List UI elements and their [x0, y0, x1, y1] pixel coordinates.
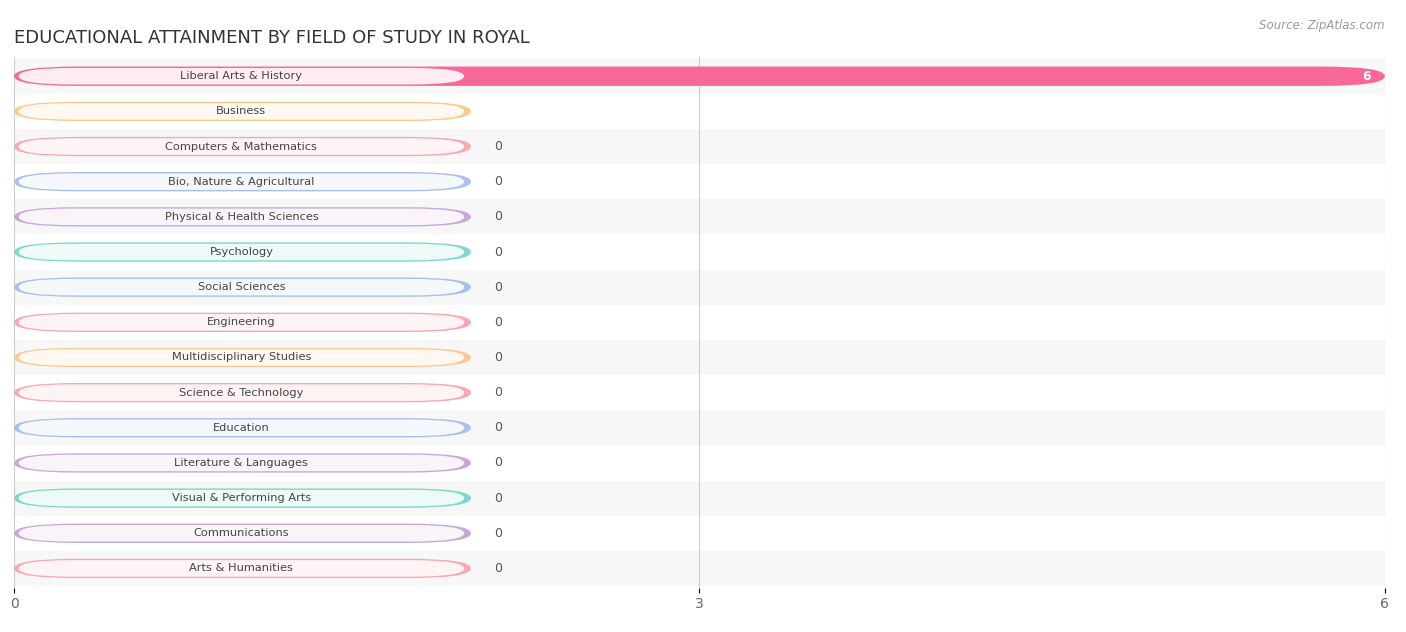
FancyBboxPatch shape [18, 454, 464, 471]
Bar [14, 340, 1385, 375]
Bar [14, 164, 1385, 199]
FancyBboxPatch shape [14, 102, 471, 121]
FancyBboxPatch shape [14, 489, 471, 507]
Bar [14, 199, 1385, 234]
FancyBboxPatch shape [18, 384, 464, 401]
FancyBboxPatch shape [14, 277, 471, 297]
FancyBboxPatch shape [14, 453, 471, 473]
FancyBboxPatch shape [18, 560, 464, 576]
Text: 0: 0 [494, 210, 502, 223]
Text: Liberal Arts & History: Liberal Arts & History [180, 71, 302, 82]
Text: 0: 0 [494, 386, 502, 399]
Text: Social Sciences: Social Sciences [198, 282, 285, 292]
FancyBboxPatch shape [14, 523, 471, 543]
Bar [14, 410, 1385, 446]
FancyBboxPatch shape [18, 349, 464, 366]
FancyBboxPatch shape [18, 490, 464, 506]
Text: 0: 0 [494, 526, 502, 540]
Text: 0: 0 [494, 456, 502, 470]
FancyBboxPatch shape [18, 279, 464, 295]
Text: 6: 6 [1362, 70, 1371, 83]
FancyBboxPatch shape [18, 138, 464, 155]
FancyBboxPatch shape [18, 68, 464, 85]
Text: Arts & Humanities: Arts & Humanities [190, 563, 294, 573]
Text: Science & Technology: Science & Technology [179, 387, 304, 398]
FancyBboxPatch shape [14, 207, 471, 226]
Bar [14, 59, 1385, 94]
Text: Multidisciplinary Studies: Multidisciplinary Studies [172, 353, 311, 363]
Text: Literature & Languages: Literature & Languages [174, 458, 308, 468]
Text: EDUCATIONAL ATTAINMENT BY FIELD OF STUDY IN ROYAL: EDUCATIONAL ATTAINMENT BY FIELD OF STUDY… [14, 29, 530, 47]
Bar [14, 375, 1385, 410]
FancyBboxPatch shape [14, 242, 471, 262]
Bar [14, 129, 1385, 164]
Text: Engineering: Engineering [207, 317, 276, 327]
Bar [14, 234, 1385, 270]
Bar [14, 446, 1385, 480]
Bar [14, 551, 1385, 586]
Text: Bio, Nature & Agricultural: Bio, Nature & Agricultural [169, 177, 315, 186]
FancyBboxPatch shape [18, 314, 464, 331]
Text: 0: 0 [494, 422, 502, 434]
FancyBboxPatch shape [14, 137, 471, 156]
Bar [14, 94, 1385, 129]
Text: Psychology: Psychology [209, 247, 273, 257]
FancyBboxPatch shape [14, 418, 471, 437]
FancyBboxPatch shape [14, 348, 471, 367]
Text: 0: 0 [494, 281, 502, 294]
Text: Visual & Performing Arts: Visual & Performing Arts [172, 493, 311, 503]
Text: Computers & Mathematics: Computers & Mathematics [166, 142, 318, 152]
Bar [14, 480, 1385, 516]
FancyBboxPatch shape [18, 103, 464, 119]
Text: Business: Business [217, 106, 267, 116]
FancyBboxPatch shape [18, 173, 464, 190]
FancyBboxPatch shape [14, 383, 471, 403]
Text: Physical & Health Sciences: Physical & Health Sciences [165, 212, 318, 222]
Text: 0: 0 [494, 492, 502, 504]
Text: 0: 0 [494, 175, 502, 188]
FancyBboxPatch shape [18, 420, 464, 436]
FancyBboxPatch shape [18, 244, 464, 260]
Text: 2: 2 [449, 105, 457, 118]
FancyBboxPatch shape [18, 209, 464, 225]
Bar [14, 516, 1385, 551]
Text: 0: 0 [494, 351, 502, 364]
FancyBboxPatch shape [14, 559, 471, 578]
Text: 0: 0 [494, 562, 502, 575]
Text: Communications: Communications [194, 528, 290, 538]
FancyBboxPatch shape [14, 313, 471, 332]
Bar [14, 305, 1385, 340]
FancyBboxPatch shape [18, 525, 464, 542]
Text: 0: 0 [494, 140, 502, 153]
FancyBboxPatch shape [14, 172, 471, 191]
Text: 0: 0 [494, 245, 502, 258]
Text: Education: Education [214, 423, 270, 433]
Text: 0: 0 [494, 316, 502, 329]
FancyBboxPatch shape [14, 66, 1385, 86]
Text: Source: ZipAtlas.com: Source: ZipAtlas.com [1260, 19, 1385, 32]
Bar [14, 270, 1385, 305]
